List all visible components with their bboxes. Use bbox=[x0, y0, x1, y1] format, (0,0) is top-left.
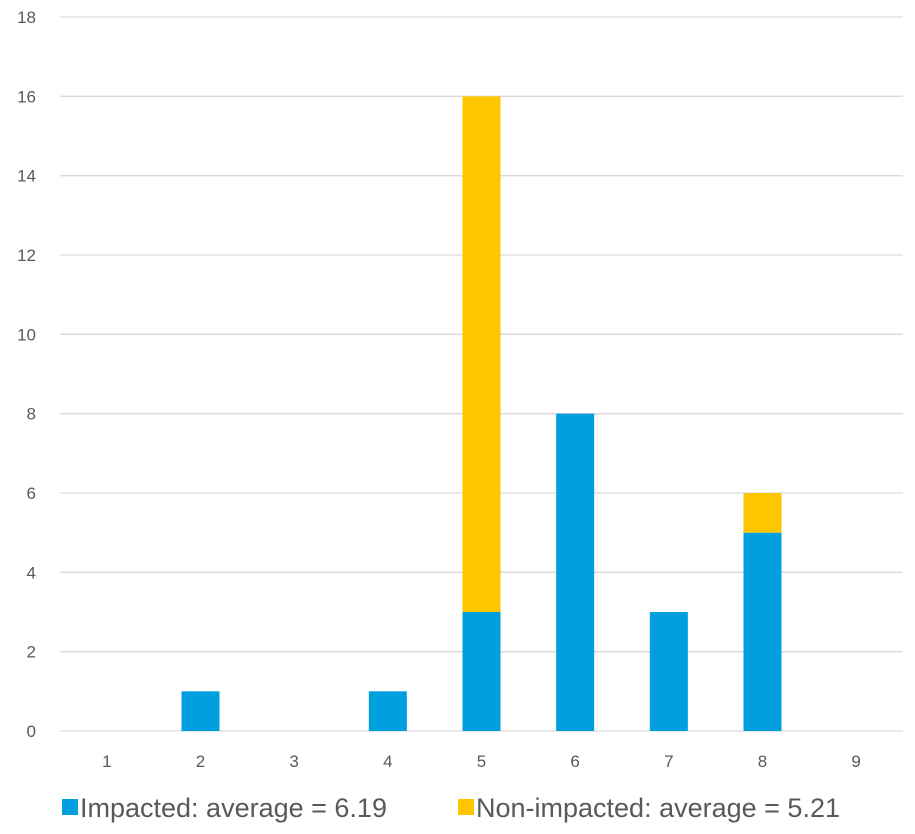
legend-label-impacted: Impacted: average = 6.19 bbox=[80, 793, 387, 823]
bar-impacted-5 bbox=[462, 612, 501, 731]
x-tick-label: 5 bbox=[477, 752, 486, 771]
x-tick-label: 8 bbox=[758, 752, 767, 771]
y-tick-label: 18 bbox=[17, 8, 36, 27]
legend-swatch-non-impacted bbox=[458, 799, 474, 815]
y-tick-label: 14 bbox=[17, 167, 36, 186]
y-tick-label: 16 bbox=[17, 87, 36, 106]
x-tick-label: 7 bbox=[664, 752, 673, 771]
x-tick-label: 2 bbox=[196, 752, 205, 771]
bar-impacted-6 bbox=[556, 413, 595, 731]
y-tick-label: 10 bbox=[17, 325, 36, 344]
bar-non-impacted-8 bbox=[743, 493, 782, 533]
legend-label-non-impacted: Non-impacted: average = 5.21 bbox=[476, 793, 840, 823]
x-tick-label: 9 bbox=[851, 752, 860, 771]
x-axis-tick-labels: 1 2 3 4 5 6 7 8 9 bbox=[102, 752, 861, 771]
bar-impacted-4 bbox=[368, 691, 407, 731]
bar-impacted-8 bbox=[743, 532, 782, 731]
y-tick-label: 0 bbox=[27, 722, 36, 741]
y-axis-tick-labels: 0 2 4 6 8 10 12 14 16 18 bbox=[17, 8, 36, 741]
y-tick-label: 8 bbox=[27, 405, 36, 424]
x-tick-label: 4 bbox=[383, 752, 392, 771]
x-tick-label: 1 bbox=[102, 752, 111, 771]
y-tick-label: 2 bbox=[27, 643, 36, 662]
bar-non-impacted-5 bbox=[462, 96, 501, 613]
y-tick-label: 6 bbox=[27, 484, 36, 503]
bars bbox=[181, 96, 782, 731]
y-tick-label: 12 bbox=[17, 246, 36, 265]
legend-swatch-impacted bbox=[62, 799, 78, 815]
bar-impacted-2 bbox=[181, 691, 220, 731]
y-tick-label: 4 bbox=[27, 563, 36, 582]
legend: Impacted: average = 6.19 Non-impacted: a… bbox=[62, 793, 840, 823]
bar-impacted-7 bbox=[649, 612, 688, 731]
x-tick-label: 3 bbox=[289, 752, 298, 771]
x-tick-label: 6 bbox=[570, 752, 579, 771]
